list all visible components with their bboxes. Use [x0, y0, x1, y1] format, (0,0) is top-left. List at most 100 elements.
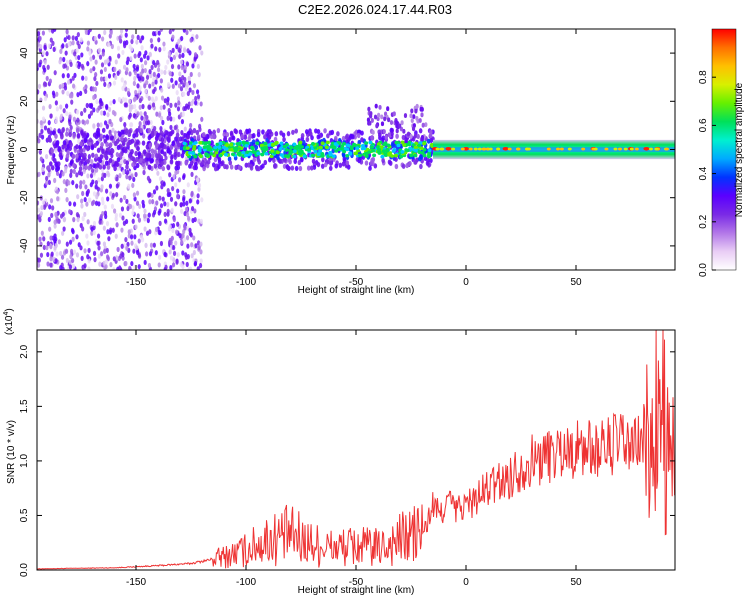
spectrogram-cell [135, 39, 139, 45]
spectrogram-cell [148, 69, 152, 75]
spectrogram-cell [217, 163, 221, 170]
spectrogram-cell [158, 220, 162, 226]
spectrogram-cell [274, 131, 279, 137]
spectrogram-cell [368, 165, 372, 171]
spectrogram-cell [368, 140, 373, 145]
spectrogram-cell [357, 158, 362, 164]
spectrogram-cell [38, 62, 42, 68]
spectrogram-cell [151, 102, 156, 108]
spectrogram-cell [267, 134, 272, 141]
spectrogram-cell [190, 242, 194, 248]
spectrogram-cell [51, 130, 56, 136]
spectrogram-cell [364, 160, 369, 166]
spectrogram-cell [131, 218, 135, 224]
spectrogram-cell [302, 154, 307, 159]
spectrogram-cell [147, 104, 151, 110]
spectrogram-cell [122, 169, 126, 175]
spectrogram-cell [173, 125, 177, 131]
spectrogram-cell [183, 105, 188, 111]
spectrogram-cell [200, 116, 204, 122]
spectrogram-cell [124, 97, 128, 103]
spectrogram-cell [172, 245, 176, 251]
spectrogram-cell [256, 151, 261, 156]
spectrogram-cell [171, 29, 175, 32]
spectrogram-cell [169, 255, 174, 261]
spectrogram-cell [367, 150, 372, 154]
spectrogram-cell [82, 147, 86, 153]
spectrogram-cell [376, 142, 381, 146]
spectrogram-cell [127, 183, 131, 189]
spectrogram-cell [124, 237, 128, 243]
spectrogram-cell [138, 121, 142, 127]
spectrogram-cell [149, 242, 154, 248]
spectrogram-cell [180, 208, 184, 214]
spectrogram-cell [104, 259, 108, 265]
spectrogram-cell [175, 259, 179, 265]
spectrogram-cell [92, 123, 96, 129]
colorbar-tick-label: 0.2 [698, 214, 709, 228]
spectrogram-cell [188, 29, 193, 32]
spectrogram-cell [90, 230, 94, 236]
spectrogram-cell [79, 180, 83, 186]
spectrogram-cell [212, 134, 216, 140]
spectrogram-cell [58, 173, 62, 179]
spectrogram-cell [65, 131, 69, 137]
spectrogram-cell [159, 29, 164, 32]
spectrogram-cell [169, 196, 174, 202]
spectrogram-cell [190, 190, 194, 196]
spectrogram-cell [229, 164, 234, 170]
spectrogram-cell [176, 106, 181, 112]
spectrogram-cell [260, 146, 265, 151]
spectrogram-cell [99, 69, 104, 75]
spectrogram-cell [198, 126, 202, 133]
spectrogram-cell [136, 83, 140, 89]
spectrogram-cell [75, 234, 79, 240]
spectrogram-cell [366, 117, 371, 123]
spectrogram-cell [163, 98, 167, 104]
spectrogram-cell [181, 75, 185, 81]
spectrogram-cell [44, 153, 49, 160]
spectrogram-cell [58, 152, 63, 158]
spectrogram-cell [170, 235, 174, 241]
spectrogram-cell [419, 146, 424, 151]
spectrogram-cell [140, 45, 144, 51]
spectrogram-cell [404, 148, 409, 152]
spectrogram-cell [166, 96, 170, 102]
spectrogram-cell [296, 144, 301, 149]
spectrogram-cell [206, 145, 211, 150]
spectrogram-cell [57, 146, 62, 152]
spectrogram-cell [137, 88, 141, 94]
spectrogram-cell [79, 90, 83, 96]
spectrogram-cell [37, 83, 42, 89]
spectrogram-cell [345, 133, 350, 139]
spectrogram-cell [192, 128, 197, 134]
spectrogram-cell [148, 51, 152, 57]
spectrogram-cell [71, 179, 75, 186]
spectrogram-cell [38, 132, 42, 138]
spectrogram-cell [184, 156, 188, 162]
spectrogram-cell [71, 236, 75, 242]
spectrogram-cell [137, 52, 141, 59]
spectrogram-cell [103, 204, 107, 210]
spectrogram-cell [374, 103, 378, 109]
spectrogram-cell [48, 103, 52, 110]
spectrogram-cell [187, 215, 191, 221]
spectrogram-cell [156, 132, 160, 138]
spectrogram-cell [159, 130, 164, 136]
spectrogram-cell [330, 129, 335, 135]
spectrogram-cell [214, 150, 219, 155]
spectrogram-cell [179, 261, 183, 268]
spectrogram-cell [59, 213, 64, 219]
spectrogram-cell [72, 217, 76, 223]
spectrogram-cell [418, 156, 422, 162]
spectrogram-cell [77, 170, 82, 176]
spectrogram-cell [189, 232, 193, 238]
spectrogram-cell [202, 166, 206, 172]
spectrogram-cell [87, 247, 91, 254]
spectrogram-cell [103, 120, 108, 126]
spectrogram-cell [171, 47, 175, 53]
spectrogram-cell [150, 43, 154, 49]
spectrogram-cell [410, 118, 414, 123]
spectrogram-cell [298, 140, 303, 145]
spectrogram-cell [385, 148, 390, 152]
